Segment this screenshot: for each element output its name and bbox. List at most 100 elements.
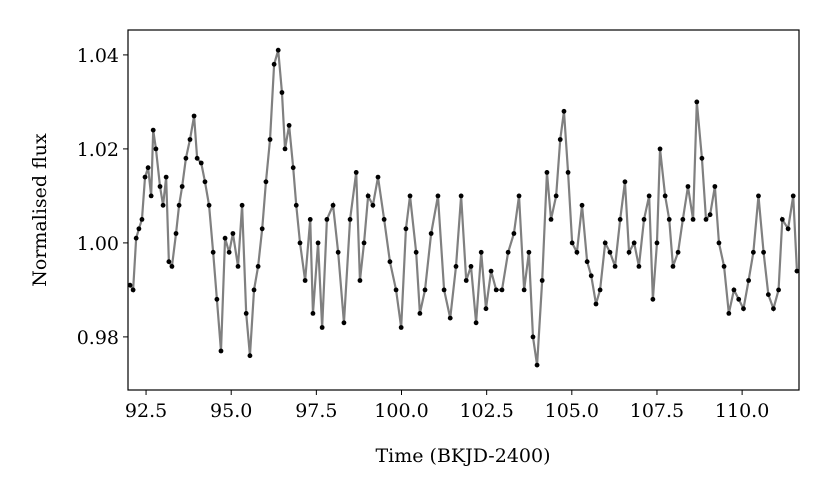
data-point	[602, 240, 608, 246]
data-point	[179, 184, 185, 189]
data-point	[286, 123, 292, 128]
data-point	[163, 174, 169, 180]
data-point	[214, 296, 220, 302]
data-point	[183, 155, 189, 161]
data-point	[771, 306, 776, 312]
data-point	[210, 249, 216, 255]
data-point	[422, 287, 428, 293]
y-tick-label: 1.02	[77, 139, 119, 161]
data-point	[230, 231, 236, 236]
data-point	[226, 249, 232, 255]
data-point	[579, 202, 585, 208]
data-point	[548, 216, 554, 222]
light-curve	[129, 49, 799, 366]
data-point	[561, 108, 567, 114]
data-point	[142, 174, 148, 180]
data-point	[173, 231, 179, 236]
x-tick-label: 102.5	[459, 400, 513, 422]
data-point	[453, 263, 459, 269]
data-point	[353, 170, 359, 175]
data-point	[133, 235, 139, 241]
data-point	[251, 287, 257, 293]
data-point	[746, 278, 751, 283]
data-point	[398, 325, 404, 330]
data-point	[290, 165, 296, 171]
x-tick-label: 97.5	[295, 400, 337, 422]
data-point	[534, 362, 540, 368]
data-point	[315, 240, 321, 246]
data-point	[488, 268, 494, 274]
y-tick-label: 0.98	[77, 327, 119, 349]
x-tick-label: 110.0	[715, 400, 769, 422]
data-point	[428, 231, 434, 236]
data-point	[267, 137, 273, 142]
data-point	[375, 174, 381, 180]
data-point	[478, 249, 484, 255]
data-point	[293, 202, 299, 208]
data-point	[657, 146, 663, 152]
data-point	[741, 306, 746, 312]
x-axis-label: Time (BKJD-2400)	[375, 445, 550, 467]
data-point	[275, 47, 281, 53]
data-point	[297, 240, 303, 246]
data-point	[463, 278, 469, 283]
data-point	[584, 259, 590, 265]
data-point	[765, 292, 771, 297]
data-point	[612, 263, 618, 269]
data-point	[539, 278, 545, 283]
data-point	[607, 249, 613, 255]
data-point	[597, 287, 603, 293]
data-point	[247, 353, 253, 359]
data-point	[721, 263, 727, 269]
data-point	[557, 137, 563, 142]
data-point	[703, 216, 709, 222]
data-point	[685, 184, 691, 189]
data-point	[526, 249, 532, 255]
data-point	[166, 259, 172, 265]
data-point	[187, 137, 193, 142]
x-tick-label: 100.0	[374, 400, 428, 422]
x-tick-label: 105.0	[545, 400, 599, 422]
data-point	[593, 301, 599, 307]
data-point	[680, 216, 686, 222]
data-point	[794, 268, 800, 274]
data-point	[468, 263, 474, 269]
data-point	[736, 296, 742, 302]
x-tick-label: 107.5	[630, 400, 684, 422]
data-point	[169, 263, 175, 269]
x-tick-label: 92.5	[125, 400, 167, 422]
data-point	[516, 193, 522, 199]
data-point	[511, 231, 517, 236]
y-axis-label: Normalised flux	[29, 133, 51, 287]
data-point	[127, 282, 133, 288]
data-point	[381, 216, 387, 222]
data-point	[726, 310, 732, 316]
data-point	[779, 216, 785, 222]
data-point	[441, 287, 447, 293]
data-point	[387, 259, 393, 265]
data-point	[206, 202, 212, 208]
data-point	[654, 240, 660, 246]
data-point	[553, 193, 559, 199]
data-point	[150, 127, 156, 133]
data-point	[756, 193, 761, 199]
data-point	[271, 61, 277, 67]
data-point	[330, 202, 336, 208]
data-point	[176, 202, 182, 208]
plot-frame	[127, 29, 800, 391]
data-point	[130, 287, 136, 293]
data-point	[569, 240, 575, 246]
data-point	[202, 179, 208, 185]
y-tick-label: 1.00	[77, 233, 119, 255]
data-point	[413, 249, 419, 255]
data-point	[235, 263, 241, 269]
data-point	[650, 296, 656, 302]
data-point	[699, 155, 705, 161]
data-point	[505, 249, 511, 255]
data-point	[407, 193, 413, 199]
data-point	[341, 320, 347, 326]
data-point	[617, 216, 623, 222]
data-point	[139, 216, 145, 222]
data-point	[259, 226, 265, 232]
